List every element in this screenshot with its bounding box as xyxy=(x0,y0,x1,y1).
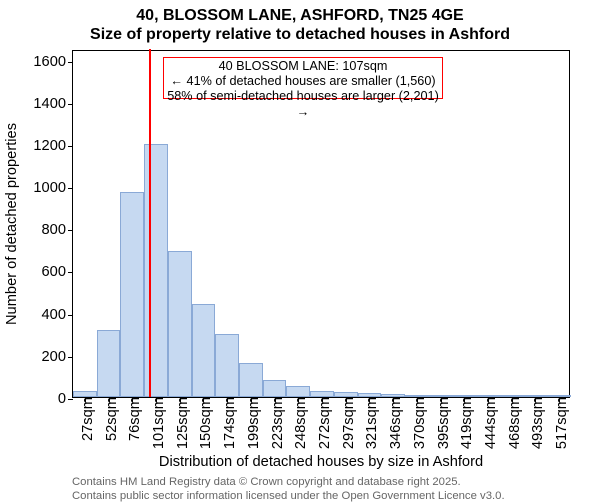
histogram-bar xyxy=(73,391,97,397)
callout-line1: 40 BLOSSOM LANE: 107sqm xyxy=(166,59,440,74)
callout-box: 40 BLOSSOM LANE: 107sqm← 41% of detached… xyxy=(163,57,443,99)
chart-container: 0 200 400 600 800 1000 1200 1400 1600 27sqm52sqm7… xyxy=(0,0,600,500)
xtick-label: 321sqm xyxy=(358,397,380,449)
histogram-bar xyxy=(192,304,216,397)
attribution-text: Contains HM Land Registry data © Crown c… xyxy=(72,476,505,503)
ytick-label: 1000 xyxy=(33,180,73,196)
attribution-line2: Contains public sector information licen… xyxy=(72,490,505,503)
xtick-label: 52sqm xyxy=(98,397,120,441)
plot-area: 0200400600800100012001400160027sqm52sqm7… xyxy=(72,50,570,398)
histogram-bar xyxy=(215,334,239,397)
histogram-bar xyxy=(429,395,453,397)
xtick-label: 493sqm xyxy=(524,397,546,449)
subject-marker-line xyxy=(149,49,151,397)
xtick-label: 370sqm xyxy=(406,397,428,449)
xtick-label: 76sqm xyxy=(121,397,143,441)
xtick-label: 419sqm xyxy=(453,397,475,449)
xtick-label: 125sqm xyxy=(169,397,191,449)
xtick-label: 199sqm xyxy=(240,397,262,449)
ytick-label: 1400 xyxy=(33,96,73,112)
y-axis-label: Number of detached properties xyxy=(4,123,20,325)
xtick-label: 174sqm xyxy=(216,397,238,449)
xtick-label: 395sqm xyxy=(430,397,452,449)
xtick-label: 346sqm xyxy=(382,397,404,449)
ytick-label: 0 xyxy=(58,391,73,407)
ytick-label: 600 xyxy=(42,264,73,280)
xtick-label: 517sqm xyxy=(548,397,570,449)
histogram-bar xyxy=(144,144,168,397)
xtick-label: 248sqm xyxy=(287,397,309,449)
histogram-bar xyxy=(500,395,524,397)
xtick-label: 101sqm xyxy=(145,397,167,449)
xtick-label: 297sqm xyxy=(335,397,357,449)
histogram-bar xyxy=(97,330,121,397)
xtick-label: 272sqm xyxy=(311,397,333,449)
xtick-label: 223sqm xyxy=(264,397,286,449)
callout-line3: 58% of semi-detached houses are larger (… xyxy=(166,89,440,119)
ytick-label: 400 xyxy=(42,307,73,323)
histogram-bar xyxy=(358,393,382,397)
x-axis-label: Distribution of detached houses by size … xyxy=(72,454,570,470)
ytick-label: 200 xyxy=(42,349,73,365)
histogram-bar xyxy=(476,395,500,397)
xtick-label: 27sqm xyxy=(74,397,96,441)
histogram-bar xyxy=(120,192,144,397)
ytick-label: 1200 xyxy=(33,138,73,154)
ytick-label: 1600 xyxy=(33,54,73,70)
histogram-bar xyxy=(286,386,310,397)
xtick-label: 150sqm xyxy=(192,397,214,449)
attribution-line1: Contains HM Land Registry data © Crown c… xyxy=(72,476,505,490)
ytick-label: 800 xyxy=(42,222,73,238)
histogram-bar xyxy=(168,251,192,397)
xtick-label: 468sqm xyxy=(501,397,523,449)
histogram-bar xyxy=(381,394,405,397)
histogram-bar xyxy=(310,391,334,397)
histogram-bar xyxy=(263,380,287,397)
callout-line2: ← 41% of detached houses are smaller (1,… xyxy=(166,74,440,89)
xtick-label: 444sqm xyxy=(477,397,499,449)
histogram-bar xyxy=(405,395,429,397)
histogram-bar xyxy=(239,363,263,397)
histogram-bar xyxy=(524,395,548,397)
histogram-bar xyxy=(452,395,476,397)
histogram-bar xyxy=(547,395,571,397)
histogram-bar xyxy=(334,392,358,397)
